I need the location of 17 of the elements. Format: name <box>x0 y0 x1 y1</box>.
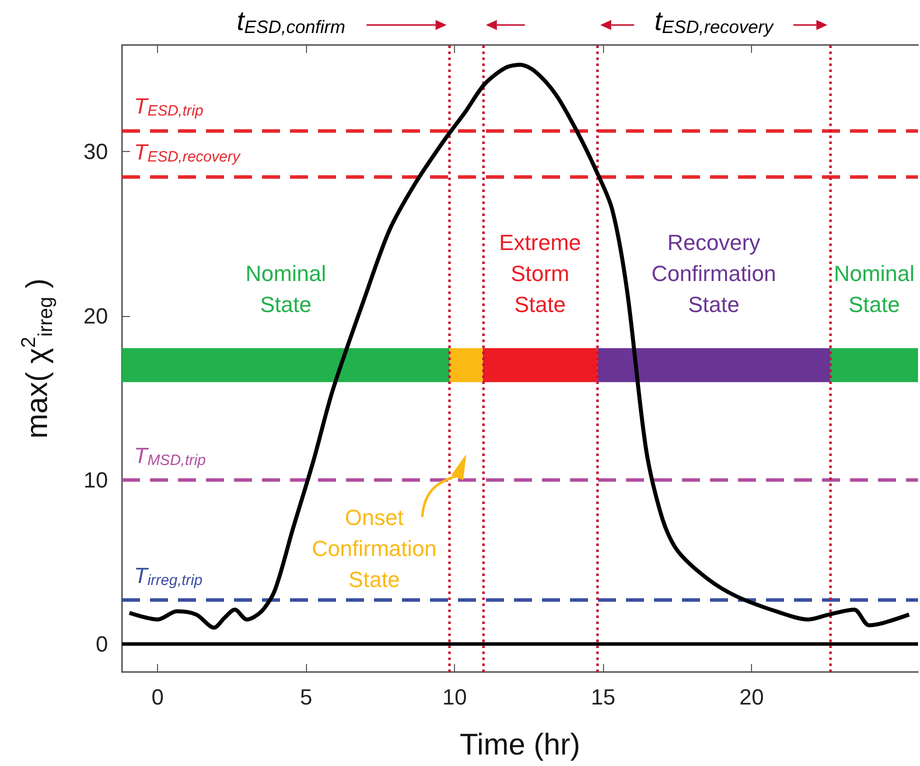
x-tick-label: 15 <box>590 684 616 710</box>
text: Nominal State <box>245 261 326 318</box>
y-axis-title: max( χ2irreg ) <box>18 278 57 439</box>
text: Onset Confirmation State <box>312 505 437 592</box>
y-tick-label: 0 <box>96 632 108 657</box>
x-tick-label: 5 <box>300 684 312 710</box>
line-series <box>127 62 912 630</box>
y-tick-label: 20 <box>84 303 108 328</box>
y-tick-label: 10 <box>84 467 108 492</box>
text: Extreme Storm State <box>499 230 582 318</box>
text: Nominal State <box>834 261 915 318</box>
x-tick-label: 10 <box>442 684 467 710</box>
y-tick-label: 30 <box>84 139 108 164</box>
x-tick-label: 20 <box>739 684 764 710</box>
x-axis-title: Time (hr) <box>460 728 580 762</box>
x-tick-label: 0 <box>152 684 164 710</box>
text: Recovery Confirmation State <box>651 230 776 318</box>
